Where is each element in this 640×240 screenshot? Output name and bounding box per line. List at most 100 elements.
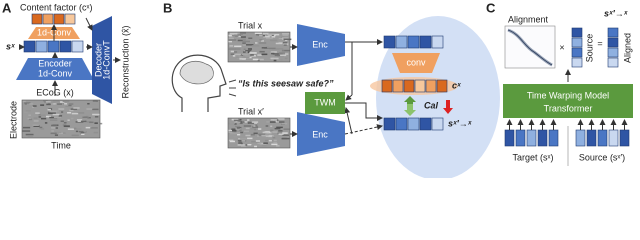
- spectrogram-noise: [62, 132, 66, 134]
- style-cell: [407, 35, 420, 49]
- spectrogram-noise: [69, 109, 74, 112]
- spectrogram-noise: [234, 53, 241, 56]
- spectrogram-noise: [87, 102, 90, 105]
- head-icon: [171, 54, 227, 112]
- encoder-block: [16, 58, 94, 80]
- spectrogram-noise: [281, 49, 290, 52]
- aligned-cell: [607, 27, 619, 38]
- spectrogram-noise: [282, 132, 288, 134]
- spectrogram-noise: [234, 48, 241, 50]
- spectrogram-noise: [243, 125, 252, 127]
- source-cell: [571, 57, 583, 68]
- spectrogram-noise: [237, 35, 245, 38]
- spectrogram-noise: [270, 39, 278, 42]
- spectrogram-noise: [53, 104, 61, 106]
- source-cell: [586, 129, 597, 147]
- spectrogram-noise: [32, 124, 39, 127]
- spectrogram-noise: [28, 114, 32, 117]
- spectrogram-noise: [22, 100, 26, 103]
- spectrogram-noise: [67, 119, 70, 121]
- spectrogram-noise: [275, 42, 283, 45]
- spectrogram-noise: [278, 41, 285, 44]
- style-cell: [23, 40, 36, 53]
- spectrogram-noise: [86, 121, 92, 123]
- spectrogram-noise: [25, 133, 34, 136]
- spectrogram-noise: [29, 103, 34, 105]
- spectrogram-noise: [273, 59, 277, 62]
- spectrogram-noise: [231, 118, 239, 121]
- spectrogram-noise: [238, 142, 243, 144]
- spectrogram-noise: [270, 125, 273, 128]
- label: B: [163, 0, 172, 15]
- spectrogram-noise: [241, 140, 246, 142]
- spectrogram-noise: [240, 145, 246, 148]
- content-cell: [53, 13, 65, 25]
- spectrogram-noise: [278, 38, 282, 40]
- aligned-cell: [419, 117, 432, 131]
- spectrogram-noise: [44, 122, 48, 124]
- spectrogram-noise: [283, 128, 290, 130]
- spectrogram-noise: [50, 132, 57, 135]
- spectrogram-noise: [236, 127, 241, 129]
- spectrogram-noise: [229, 32, 238, 35]
- spectrogram-noise: [273, 139, 277, 142]
- ecog: ECoG (x): [36, 87, 74, 97]
- spectrogram-border: [227, 117, 291, 149]
- spectrogram-noise: [229, 130, 237, 132]
- spectrogram-noise: [237, 144, 246, 146]
- spectrogram-noise: [270, 57, 279, 60]
- spectrogram-noise: [265, 37, 273, 39]
- arrow: [344, 124, 383, 135]
- content-cell: [425, 79, 437, 93]
- spectrogram-noise: [27, 135, 33, 137]
- encoder-sub: 1d-Conv: [38, 68, 73, 78]
- spectrogram-noise: [266, 121, 271, 123]
- spectrogram-noise: [271, 143, 278, 146]
- content-cell: [64, 13, 76, 25]
- spectrogram-noise: [262, 32, 269, 35]
- spectrogram-noise: [230, 50, 234, 53]
- spectrogram-noise: [49, 116, 58, 119]
- twm-block: [305, 92, 345, 114]
- spectrogram-noise: [237, 139, 241, 142]
- spectrogram-noise: [33, 117, 38, 119]
- spectrogram-noise: [276, 39, 283, 41]
- spectrogram-noise: [276, 145, 280, 147]
- spectrogram-noise: [240, 34, 249, 37]
- conv-block: [392, 53, 440, 73]
- reconstruction: Reconstruction (x̂): [120, 25, 130, 98]
- spectrogram-noise: [281, 50, 285, 52]
- spectrogram-noise: [254, 145, 258, 148]
- aligned-cell: [607, 47, 619, 58]
- spectrogram-noise: [93, 131, 99, 134]
- spectrogram-noise: [258, 128, 262, 130]
- spectrogram-noise: [268, 34, 275, 37]
- target-cell: [537, 129, 548, 147]
- spectrogram-noise: [254, 32, 262, 35]
- s-aligned: sˣ′→ˣ: [448, 118, 472, 128]
- spectrogram-noise: [46, 115, 52, 118]
- spectrogram-noise: [247, 51, 250, 53]
- spectrogram-noise: [94, 116, 99, 118]
- arrow: [344, 107, 353, 135]
- spectrogram-noise: [25, 110, 31, 112]
- spectrogram-noise: [74, 128, 82, 130]
- spectrogram-noise: [65, 104, 72, 107]
- spectrogram-noise: [259, 38, 263, 41]
- model: Time Warping Model: [527, 90, 609, 100]
- connector: [345, 102, 383, 121]
- spectrogram-noise: [48, 112, 56, 114]
- spectrogram-noise: [243, 131, 248, 134]
- s-aligned: sˣ′→ˣ: [604, 8, 628, 18]
- spectrogram-noise: [39, 126, 43, 129]
- spectrogram-noise: [243, 48, 246, 51]
- spectrogram-noise: [250, 133, 255, 136]
- spectrogram-noise: [251, 45, 260, 47]
- source-cell: [571, 47, 583, 58]
- spectrogram-noise: [231, 34, 240, 37]
- alignment: Alignment: [508, 14, 549, 24]
- target-cell: [526, 129, 537, 147]
- spectrogram-noise: [285, 39, 288, 41]
- spectrogram-noise: [71, 134, 79, 137]
- spectrogram-noise: [252, 126, 259, 128]
